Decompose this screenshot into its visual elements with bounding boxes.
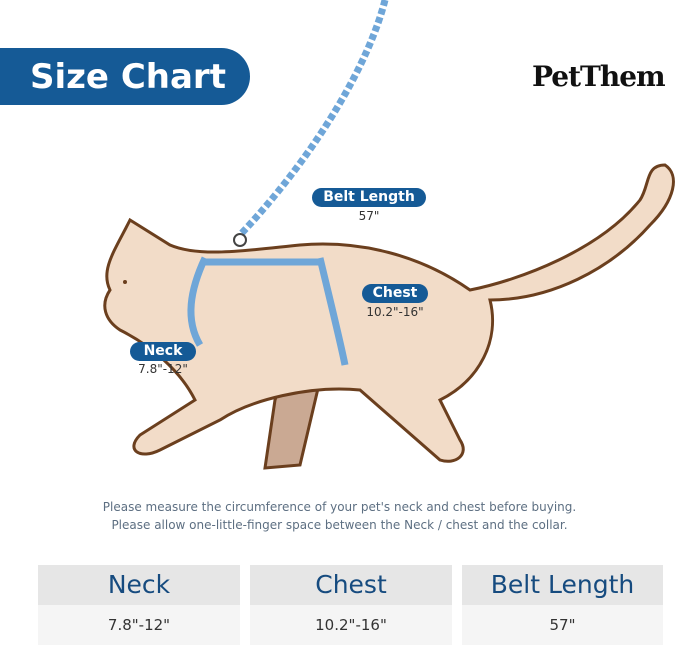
note-measure: Please measure the circumference of your… bbox=[102, 500, 577, 514]
note-finger-space: Please allow one-little-finger space bet… bbox=[111, 518, 568, 532]
table-header-chest: Chest bbox=[250, 565, 452, 605]
table-value-belt-length: 57" bbox=[462, 605, 663, 645]
table-header-neck: Neck bbox=[38, 565, 240, 605]
neck-value: 7.8"-12" bbox=[138, 362, 188, 376]
leash bbox=[237, 0, 389, 238]
harness-neck-strap bbox=[187, 256, 209, 347]
table-value-neck: 7.8"-12" bbox=[38, 605, 240, 645]
leash-clip bbox=[233, 233, 247, 247]
cat-eye bbox=[123, 280, 127, 284]
cat-illustration bbox=[103, 0, 675, 470]
neck-label: Neck bbox=[130, 342, 196, 361]
chest-label: Chest bbox=[362, 284, 428, 303]
belt-length-value: 57" bbox=[358, 209, 380, 223]
table-value-chest: 10.2"-16" bbox=[250, 605, 452, 645]
brand-logo: PetThem bbox=[532, 60, 666, 93]
belt-length-label: Belt Length bbox=[312, 188, 426, 207]
size-chart-title: Size Chart bbox=[0, 48, 250, 105]
table-header-belt-length: Belt Length bbox=[462, 565, 663, 605]
harness-chest-strap bbox=[316, 257, 349, 366]
chest-value: 10.2"-16" bbox=[366, 305, 424, 319]
cat-body bbox=[103, 163, 675, 463]
